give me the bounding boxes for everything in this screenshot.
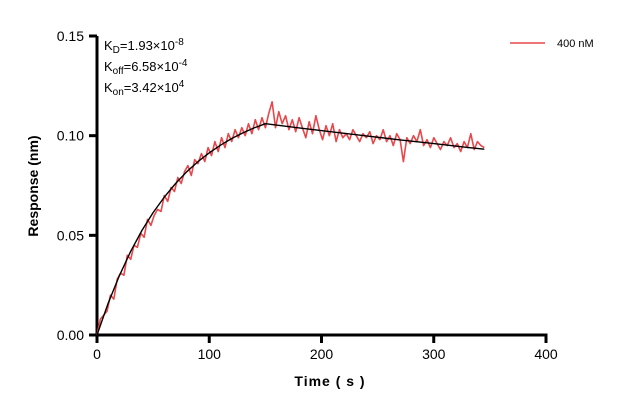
legend: 400 nM (510, 38, 594, 50)
y-tick-label: 0.05 (57, 227, 84, 243)
y-axis-label: Response (nm) (25, 135, 41, 236)
kd-annotation: KD=1.93×10-8 (104, 37, 184, 56)
series-400nm-response-line (96, 101, 485, 336)
plot-area (96, 101, 485, 336)
kon-annotation: Kon=3.42×104 (104, 79, 185, 98)
x-tick-label: 100 (198, 346, 222, 362)
x-tick-label: 200 (310, 346, 334, 362)
y-tick-label: 0.00 (57, 327, 84, 343)
x-tick-label: 0 (93, 346, 101, 362)
x-tick-label: 400 (534, 346, 558, 362)
axes: 0 100 200 300 400 0.00 0.05 0.10 0.15 (57, 28, 558, 362)
kinetic-annotations: KD=1.93×10-8 Koff=6.58×10-4 Kon=3.42×104 (104, 37, 188, 98)
koff-annotation: Koff=6.58×10-4 (104, 58, 188, 77)
y-tick-label: 0.15 (57, 28, 84, 44)
x-axis-label: Time ( s ) (294, 373, 365, 389)
y-tick-label: 0.10 (57, 128, 84, 144)
legend-label-400nm: 400 nM (557, 38, 594, 50)
x-tick-label: 300 (422, 346, 446, 362)
fit-curve-line (96, 122, 485, 336)
